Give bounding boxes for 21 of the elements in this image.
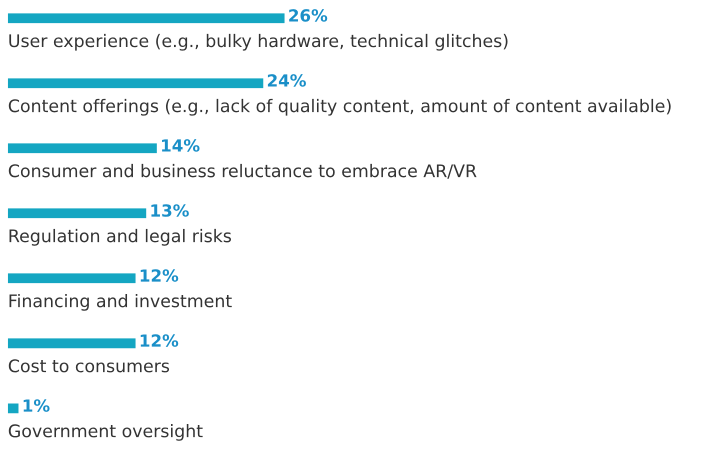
y-tick-label: Regulation and legal risks: [10, 228, 232, 246]
y-tick-label: Financing and investment: [10, 294, 232, 311]
y-tick-label: Cost to consumers: [8, 359, 170, 372]
data-label: 24%: [268, 74, 306, 87]
data-label: 14%: [162, 139, 200, 152]
bar: [8, 338, 136, 348]
bar: [8, 403, 18, 414]
bar: [8, 143, 157, 154]
y-tick-label: Content offerings (e.g., lack of quality content, amount of content available): [8, 98, 671, 116]
y-tick-label: User experience (e.g., bulky hardware, technical glitches): [9, 34, 508, 51]
bar: [8, 208, 146, 218]
y-tick-label: Consumer and business reluctance to embrace AR/VR: [8, 164, 477, 179]
bar: [8, 273, 136, 284]
data-label: 1%: [24, 399, 50, 412]
data-label: 13%: [151, 204, 189, 217]
y-tick-label: Government oversight: [8, 424, 203, 441]
data-label: 26%: [289, 9, 328, 22]
data-label: 12%: [140, 334, 178, 347]
bar: [8, 78, 264, 88]
bar: [8, 13, 285, 24]
data-label: 12%: [140, 269, 178, 282]
